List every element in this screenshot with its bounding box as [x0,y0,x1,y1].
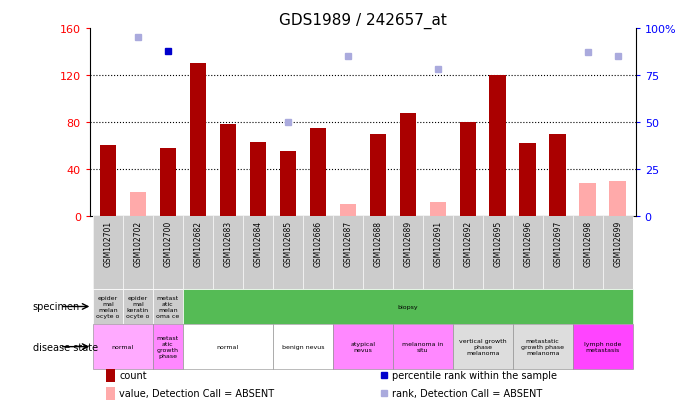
Text: count: count [120,370,147,380]
Bar [100,146,116,216]
Bar [220,125,236,216]
Text: biopsy: biopsy [397,304,418,309]
Text: GSM102683: GSM102683 [223,220,232,266]
Text: GSM102699: GSM102699 [613,220,622,266]
Bar [392,325,453,369]
Text: percentile rank within the sample: percentile rank within the sample [392,370,557,380]
Text: GSM102698: GSM102698 [583,220,592,266]
Bar [513,325,573,369]
Bar [280,152,296,216]
Text: melanoma in
situ: melanoma in situ [402,342,444,352]
Bar [93,325,153,369]
Bar [183,289,633,325]
Text: GSM102686: GSM102686 [313,220,322,266]
Bar [160,148,176,216]
Text: specimen: specimen [33,302,80,312]
Bar [123,289,153,325]
Text: epider
mal
keratin
ocyte o: epider mal keratin ocyte o [126,296,149,318]
Text: GSM102685: GSM102685 [283,220,292,266]
Bar [370,134,386,216]
Text: GSM102696: GSM102696 [523,220,532,266]
Text: GSM102692: GSM102692 [463,220,472,266]
Text: normal: normal [217,344,239,349]
Bar [520,144,536,216]
Text: metastatic
growth phase
melanoma: metastatic growth phase melanoma [521,339,565,355]
Text: benign nevus: benign nevus [281,344,324,349]
Text: GSM102682: GSM102682 [193,220,202,266]
Text: rank, Detection Call = ABSENT: rank, Detection Call = ABSENT [392,388,542,398]
Text: GSM102688: GSM102688 [373,220,382,266]
Text: metast
atic
growth
phase: metast atic growth phase [157,336,179,358]
Bar [130,193,146,216]
Bar [333,325,392,369]
Bar [399,113,416,216]
Text: atypical
nevus: atypical nevus [350,342,375,352]
Text: GSM102700: GSM102700 [163,220,172,266]
Bar [273,325,333,369]
Bar [106,369,115,382]
Text: GSM102702: GSM102702 [133,220,142,266]
Text: GSM102689: GSM102689 [404,220,413,266]
Bar [573,325,633,369]
Text: GSM102687: GSM102687 [343,220,352,266]
Bar [249,142,266,216]
Bar [609,181,626,216]
Text: normal: normal [112,344,134,349]
Bar [430,202,446,216]
Text: disease state: disease state [33,342,98,352]
Bar [93,289,123,325]
Bar [460,123,476,216]
Bar [183,325,273,369]
Title: GDS1989 / 242657_at: GDS1989 / 242657_at [279,13,446,29]
Text: GSM102695: GSM102695 [493,220,502,266]
Text: GSM102691: GSM102691 [433,220,442,266]
Text: GSM102701: GSM102701 [104,220,113,266]
Text: epider
mal
melan
ocyte o: epider mal melan ocyte o [96,296,120,318]
Text: vertical growth
phase
melanoma: vertical growth phase melanoma [459,339,507,355]
Bar [453,325,513,369]
Bar [153,289,183,325]
Text: GSM102684: GSM102684 [254,220,263,266]
Bar [106,387,115,400]
Bar [580,184,596,216]
Bar [310,128,326,216]
Text: lymph node
metastasis: lymph node metastasis [584,342,621,352]
Bar [489,76,506,216]
Bar [339,205,356,216]
Bar [189,64,206,216]
Bar [549,134,566,216]
Text: metast
atic
melan
oma ce: metast atic melan oma ce [156,296,180,318]
Text: value, Detection Call = ABSENT: value, Detection Call = ABSENT [120,388,274,398]
Bar [153,325,183,369]
Text: GSM102697: GSM102697 [553,220,562,266]
